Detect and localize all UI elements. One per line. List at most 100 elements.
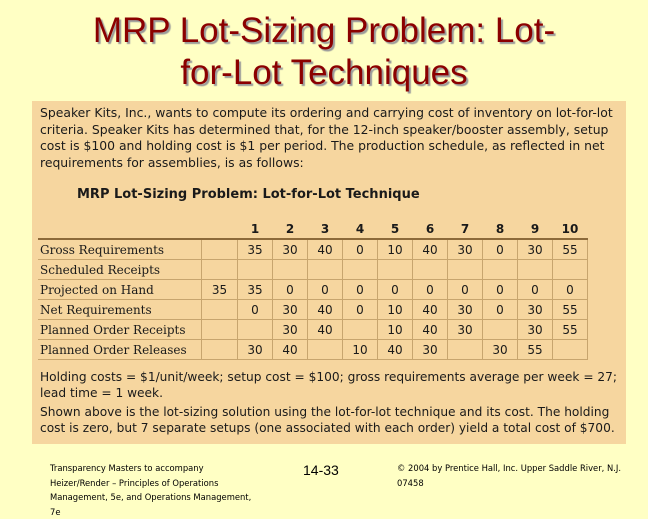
content-panel: Speaker Kits, Inc., wants to compute its…: [32, 101, 626, 444]
on-hand-cell: [201, 299, 238, 320]
summary-paragraph: Shown above is the lot-sizing solution u…: [40, 405, 615, 435]
table-cell: 0: [342, 279, 378, 300]
table-cell: [517, 259, 553, 280]
table-cell: 0: [517, 279, 553, 300]
on-hand-cell: 35: [201, 279, 238, 300]
table-cell: 40: [412, 238, 448, 260]
row-label: Planned Order Receipts: [38, 319, 202, 340]
costs-note: Holding costs = $1/unit/week; setup cost…: [40, 370, 618, 400]
table-cell: 55: [552, 238, 588, 260]
table-cell: [342, 259, 378, 280]
period-header: 5: [377, 219, 413, 240]
table-cell: [377, 259, 413, 280]
table-row-projected-on-hand: Projected on Hand 35 35 0 0 0 0 0 0 0 0 …: [38, 279, 588, 300]
table-title: MRP Lot-Sizing Problem: Lot-for-Lot Tech…: [77, 187, 420, 202]
table-cell: 35: [237, 279, 273, 300]
table-cell: 0: [412, 279, 448, 300]
table-cell: 40: [412, 319, 448, 340]
table-cell: [482, 319, 518, 340]
table-cell: 30: [237, 339, 273, 360]
footer-credit: Transparency Masters to accompany Heizer…: [50, 463, 252, 517]
row-label: Projected on Hand: [38, 279, 202, 300]
table-cell: 30: [517, 299, 553, 320]
footer-copyright: © 2004 by Prentice Hall, Inc. Upper Sadd…: [397, 463, 622, 488]
table-cell: [307, 339, 343, 360]
table-cell: 0: [552, 279, 588, 300]
table-cell: 10: [377, 238, 413, 260]
table-cell: 55: [552, 299, 588, 320]
table-cell: [272, 259, 308, 280]
table-cell: [342, 319, 378, 340]
table-cell: [447, 259, 483, 280]
row-label: Scheduled Receipts: [38, 259, 202, 280]
table-cell: 40: [307, 319, 343, 340]
table-cell: [237, 259, 273, 280]
table-cell: 30: [272, 238, 308, 260]
table-cell: [237, 319, 273, 340]
table-cell: 0: [482, 299, 518, 320]
table-cell: 30: [517, 238, 553, 260]
table-cell: 10: [377, 319, 413, 340]
on-hand-cell: [201, 339, 238, 360]
table-cell: 30: [517, 319, 553, 340]
table-cell: 30: [447, 319, 483, 340]
lot-for-lot-table: 1 2 3 4 5 6 7 8 9 10 Gross Requirements …: [38, 219, 588, 360]
table-cell: 0: [447, 279, 483, 300]
period-header: 2: [272, 219, 308, 240]
table-cell: [412, 259, 448, 280]
page-number: 14-33: [303, 462, 339, 478]
intro-paragraph: Speaker Kits, Inc., wants to compute its…: [40, 105, 613, 170]
period-header: 10: [552, 219, 588, 240]
slide-title-line-1: MRP Lot-Sizing Problem: Lot-: [92, 11, 556, 50]
table-cell: 0: [482, 279, 518, 300]
period-header: 7: [447, 219, 483, 240]
header-spacer: [38, 219, 202, 240]
on-hand-cell: [201, 238, 238, 260]
table-cell: 55: [552, 319, 588, 340]
table-cell: 30: [447, 238, 483, 260]
table-cell: 30: [272, 319, 308, 340]
table-cell: 10: [342, 339, 378, 360]
table-row-scheduled-receipts: Scheduled Receipts: [38, 259, 588, 280]
table-cell: 0: [342, 299, 378, 320]
table-cell: 10: [377, 299, 413, 320]
table-cell: 30: [447, 299, 483, 320]
table-cell: [552, 259, 588, 280]
table-cell: 0: [377, 279, 413, 300]
period-header: 3: [307, 219, 343, 240]
table-cell: 30: [412, 339, 448, 360]
period-header: 9: [517, 219, 553, 240]
slide-title: MRP Lot-Sizing Problem: Lot- for-Lot Tec…: [0, 10, 648, 94]
table-row-planned-order-receipts: Planned Order Receipts 30 40 10 40 30 30…: [38, 319, 588, 340]
table-cell: [552, 339, 588, 360]
period-header: 4: [342, 219, 378, 240]
table-cell: [447, 339, 483, 360]
table-cell: 40: [272, 339, 308, 360]
table-cell: 35: [237, 238, 273, 260]
table-cell: 0: [342, 238, 378, 260]
slide-title-line-2: for-Lot Techniques: [180, 53, 468, 92]
row-label: Gross Requirements: [38, 238, 202, 260]
row-label: Planned Order Releases: [38, 339, 202, 360]
on-hand-cell: [201, 319, 238, 340]
table-cell: 0: [272, 279, 308, 300]
table-cell: 40: [377, 339, 413, 360]
period-header: 1: [237, 219, 273, 240]
table-cell: 0: [482, 238, 518, 260]
table-cell: 40: [412, 299, 448, 320]
period-header: 6: [412, 219, 448, 240]
table-row-net-requirements: Net Requirements 0 30 40 0 10 40 30 0 30…: [38, 299, 588, 320]
table-cell: 40: [307, 238, 343, 260]
header-spacer: [201, 219, 238, 240]
row-label: Net Requirements: [38, 299, 202, 320]
table-cell: 0: [237, 299, 273, 320]
table-cell: [307, 259, 343, 280]
table-cell: [482, 259, 518, 280]
table-cell: 0: [307, 279, 343, 300]
on-hand-cell: [201, 259, 238, 280]
table-row-planned-order-releases: Planned Order Releases 30 40 10 40 30 30…: [38, 339, 588, 360]
table-cell: 30: [272, 299, 308, 320]
period-header: 8: [482, 219, 518, 240]
table-cell: 40: [307, 299, 343, 320]
period-header-row: 1 2 3 4 5 6 7 8 9 10: [38, 219, 588, 240]
